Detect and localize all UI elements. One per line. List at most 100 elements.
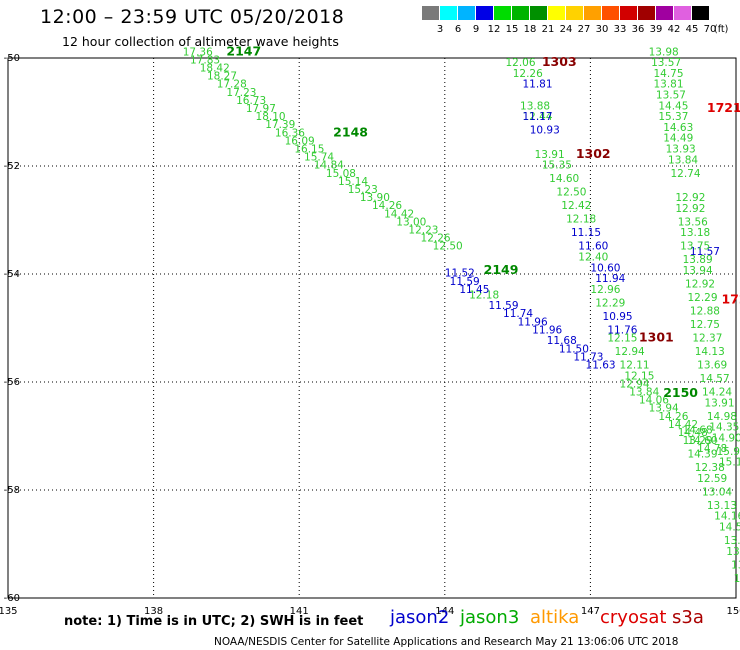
wave-height-value: 11.81	[522, 79, 552, 91]
scale-swatch	[440, 6, 457, 20]
legend-item-cryosat: cryosat	[600, 607, 667, 628]
wave-height-value: 12.29	[687, 292, 717, 304]
wave-height-value: 15.35	[542, 160, 572, 172]
wave-height-value: 10.93	[530, 125, 560, 137]
wave-height-value: 13.44	[734, 573, 740, 585]
wave-height-value: 13.88	[520, 100, 550, 112]
scale-label: 39	[649, 24, 663, 35]
wave-height-value: 13.90	[360, 192, 390, 204]
wave-height-value: 13.29	[683, 435, 713, 447]
wave-height-value: 15.93	[717, 446, 740, 458]
wave-height-value: 14.68	[683, 424, 713, 436]
scale-label: 24	[559, 24, 573, 35]
wave-height-value: 12.18	[469, 289, 499, 301]
y-tick-label: -58	[4, 485, 20, 496]
wave-height-value: 13.00	[726, 546, 740, 558]
wave-height-value: 13.57	[651, 57, 681, 69]
wave-height-value: 12.42	[561, 200, 591, 212]
wave-height-value: 17.28	[217, 79, 247, 91]
scale-swatch	[512, 6, 529, 20]
scale-label: 15	[505, 24, 519, 35]
wave-height-value: 12.74	[670, 168, 700, 180]
scale-label: 18	[523, 24, 537, 35]
wave-height-value: 14.84	[314, 160, 344, 172]
wave-height-value: 15.08	[326, 168, 356, 180]
wave-height-value: 12.88	[690, 306, 720, 318]
x-tick-label: 147	[581, 606, 600, 617]
wave-height-value: 14.35	[709, 422, 739, 434]
wave-height-value: 12.18	[566, 214, 596, 226]
scale-label: 36	[631, 24, 645, 35]
scale-swatch	[692, 6, 709, 20]
wave-height-value: 11.52	[445, 268, 475, 280]
wave-height-value: 11.50	[559, 343, 589, 355]
wave-height-value: 14.13	[695, 346, 725, 358]
scale-label: 45	[685, 24, 699, 35]
scale-swatch	[476, 6, 493, 20]
wave-height-value: 13.75	[680, 241, 710, 253]
wave-height-value: 12.92	[675, 203, 705, 215]
wave-height-value: 11.68	[547, 335, 577, 347]
wave-height-value: 12.26	[513, 68, 543, 80]
wave-height-value: 13.91	[535, 149, 565, 161]
scale-label: 30	[595, 24, 609, 35]
wave-height-value: 14.60	[687, 435, 717, 447]
scale-swatch	[530, 6, 547, 20]
track-label: 2147	[226, 43, 261, 58]
wave-height-value: 14.42	[384, 208, 414, 220]
scale-label: 27	[577, 24, 591, 35]
wave-height-value: 13.98	[649, 46, 679, 58]
wave-height-value: 12.59	[697, 473, 727, 485]
scale-swatch	[584, 6, 601, 20]
scale-label: 12	[487, 24, 501, 35]
wave-height-value: 12.23	[408, 225, 438, 237]
wave-height-value: 12.92	[675, 192, 705, 204]
scale-swatch	[602, 6, 619, 20]
wave-height-value: 15.14	[338, 176, 368, 188]
y-tick-label: -60	[4, 593, 20, 604]
wave-height-value: 15.37	[658, 111, 688, 123]
wave-height-value: 13.91	[704, 397, 734, 409]
wave-height-value: 13.13	[707, 500, 737, 512]
wave-height-value: 13.94	[683, 265, 713, 277]
wave-height-value: 12.15	[624, 370, 654, 382]
wave-height-value: 14.16	[714, 511, 740, 523]
wave-height-value: 13.84	[629, 387, 659, 399]
track-label: 1720	[721, 292, 740, 307]
wave-height-value: 12.50	[556, 187, 586, 199]
legend-item-jason2: jason2	[390, 607, 450, 628]
track-label: 2149	[484, 262, 519, 277]
wave-height-value: 16.15	[294, 144, 324, 156]
wave-height-value: 15.12	[719, 457, 740, 469]
wave-height-value: 13.94	[649, 403, 679, 415]
track-label: 2148	[333, 124, 368, 139]
y-tick-label: -50	[4, 53, 20, 64]
wave-height-value: 12.29	[595, 297, 625, 309]
wave-height-value: 18.10	[256, 111, 286, 123]
wave-height-value: 12.94	[620, 378, 650, 390]
x-tick-label: 138	[144, 606, 163, 617]
wave-height-value: 11.76	[607, 324, 637, 336]
wave-height-value: 12.40	[578, 252, 608, 264]
legend-item-jason3: jason3	[460, 607, 520, 628]
scale-label: 3	[436, 24, 444, 35]
track-label: 1302	[576, 146, 611, 161]
wave-height-value: 17.83	[190, 54, 220, 66]
wave-height-value: 13.56	[678, 216, 708, 228]
scale-label: 42	[667, 24, 681, 35]
wave-height-value: 12.15	[607, 333, 637, 345]
wave-height-value: 17.97	[246, 103, 276, 115]
x-tick-label: 144	[435, 606, 454, 617]
y-tick-label: -56	[4, 377, 20, 388]
scale-units: (ft)	[714, 24, 729, 35]
wave-height-value: 13.81	[653, 79, 683, 91]
wave-height-value: 14.98	[707, 411, 737, 423]
wave-height-value: 11.96	[518, 316, 548, 328]
y-tick-label: -52	[4, 161, 20, 172]
wave-height-value: 14.58	[719, 522, 740, 534]
legend-item-altika: altika	[530, 607, 580, 628]
wave-height-value: 14.48	[678, 427, 708, 439]
plot-frame	[7, 57, 737, 599]
wave-height-value: 11.15	[571, 227, 601, 239]
